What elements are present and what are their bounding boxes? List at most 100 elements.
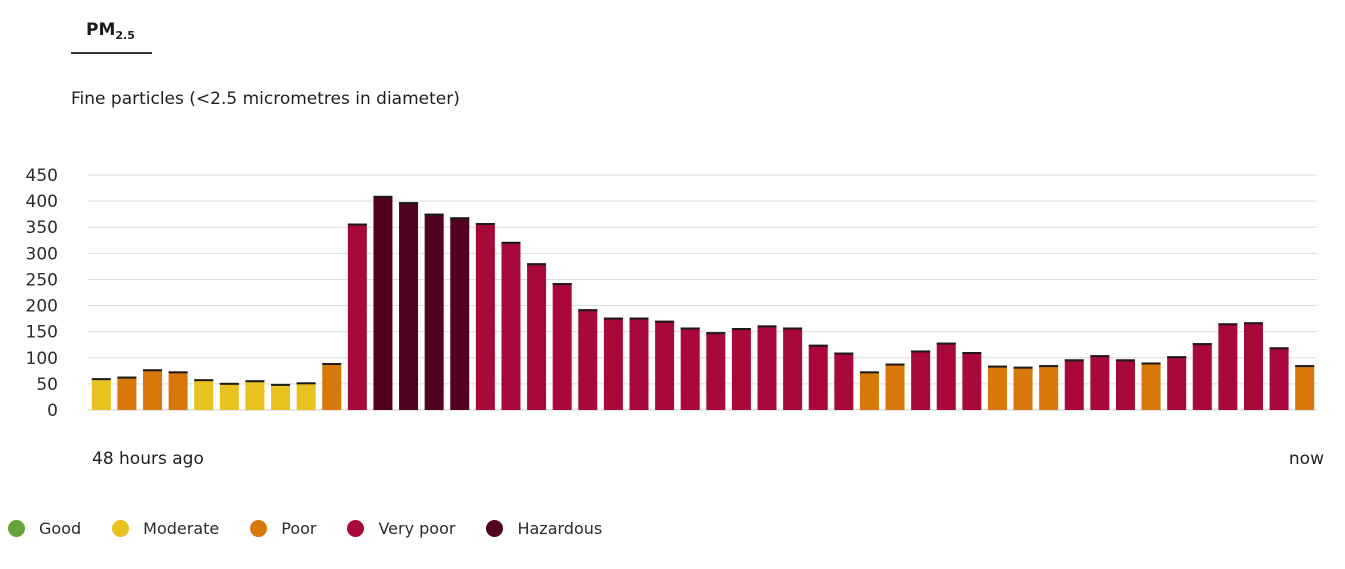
bar-fill [1192,343,1212,410]
bar-fill [962,352,982,410]
bar-top-marker [552,283,572,286]
legend-swatch [8,520,25,537]
bar[interactable] [1013,366,1033,410]
bar-top-marker [1192,343,1212,346]
bar[interactable] [834,352,854,410]
tab-pm25[interactable]: PM2.5 [71,14,152,54]
bar[interactable] [962,352,982,410]
bar-top-marker [1218,323,1238,326]
bar[interactable] [399,202,419,410]
bar[interactable] [911,350,931,410]
bar[interactable] [1039,365,1059,410]
bar[interactable] [450,217,470,410]
bar-chart: 0 50 100 150 200 250 300 350 400 450 [26,166,1317,421]
bar[interactable] [1269,347,1289,410]
bars [91,195,1315,410]
bar[interactable] [219,382,239,410]
bar[interactable] [706,332,726,410]
bar-top-marker [1243,322,1263,325]
bar-fill [808,344,828,410]
bar[interactable] [731,328,751,410]
bar[interactable] [1115,359,1135,410]
bar[interactable] [1295,365,1315,410]
bar-fill [1295,365,1315,410]
bar[interactable] [783,327,803,410]
y-tick-label: 200 [26,297,58,317]
chart-subtitle: Fine particles (<2.5 micrometres in diam… [71,89,460,109]
bar-top-marker [757,325,777,328]
bar-fill [987,365,1007,410]
bar-fill [143,369,163,410]
bar[interactable] [296,382,316,410]
bar[interactable] [1141,362,1161,410]
legend-label: Good [39,519,82,538]
bar[interactable] [629,317,649,410]
bar[interactable] [936,342,956,410]
bar-fill [834,352,854,410]
bar[interactable] [475,223,495,410]
bar[interactable] [757,325,777,410]
bar[interactable] [1167,356,1187,410]
bar[interactable] [424,213,444,410]
bar[interactable] [271,383,291,410]
bar[interactable] [808,344,828,410]
bar-fill [1115,359,1135,410]
bar-top-marker [911,350,931,353]
bar[interactable] [1064,359,1084,410]
bar-fill [1039,365,1059,410]
bar-top-marker [322,363,342,365]
bar[interactable] [168,371,188,410]
bar[interactable] [680,327,700,410]
bar[interactable] [1192,343,1212,410]
bar-fill [322,363,342,410]
bar-fill [885,363,905,410]
bar[interactable] [1243,322,1263,410]
bar[interactable] [322,363,342,410]
bar-fill [527,263,547,410]
bar-top-marker [987,365,1007,368]
bar-top-marker [1013,366,1033,369]
bar-top-marker [245,380,265,383]
bar[interactable] [501,241,521,410]
bar[interactable] [1218,323,1238,410]
bar[interactable] [655,320,675,410]
bar-fill [1090,355,1110,410]
bar[interactable] [245,380,265,410]
bar-fill [245,380,265,410]
legend-label: Hazardous [517,519,603,538]
bar[interactable] [1090,355,1110,410]
bar[interactable] [603,317,623,410]
bar[interactable] [578,309,598,410]
y-tick-label: 0 [47,401,58,421]
bar-fill [1269,347,1289,410]
bar-fill [1243,322,1263,410]
bar[interactable] [527,263,547,410]
bar[interactable] [552,283,572,410]
bar-top-marker [1039,365,1059,368]
bar[interactable] [194,379,214,410]
bar-fill [578,309,598,410]
bar[interactable] [91,378,111,410]
bar[interactable] [885,363,905,410]
legend-swatch [347,520,365,537]
legend-swatch [486,520,504,537]
bar[interactable] [117,376,137,410]
bar-top-marker [783,327,803,330]
bar-top-marker [1167,356,1187,359]
bar-top-marker [143,369,163,372]
bar[interactable] [143,369,163,410]
legend-item-moderate: Moderate [112,519,219,538]
bar[interactable] [859,371,879,410]
bar-top-marker [91,378,111,381]
bar-fill [296,382,316,410]
bar-fill [399,202,419,410]
bar[interactable] [347,223,367,410]
legend-label: Very poor [378,519,456,538]
tab-pm25-label: PM2.5 [86,20,135,42]
bar[interactable] [987,365,1007,410]
bar-fill [194,379,214,410]
bar-fill [706,332,726,410]
bar[interactable] [373,195,393,410]
y-tick-label: 150 [26,323,58,343]
y-tick-label: 250 [26,270,58,290]
